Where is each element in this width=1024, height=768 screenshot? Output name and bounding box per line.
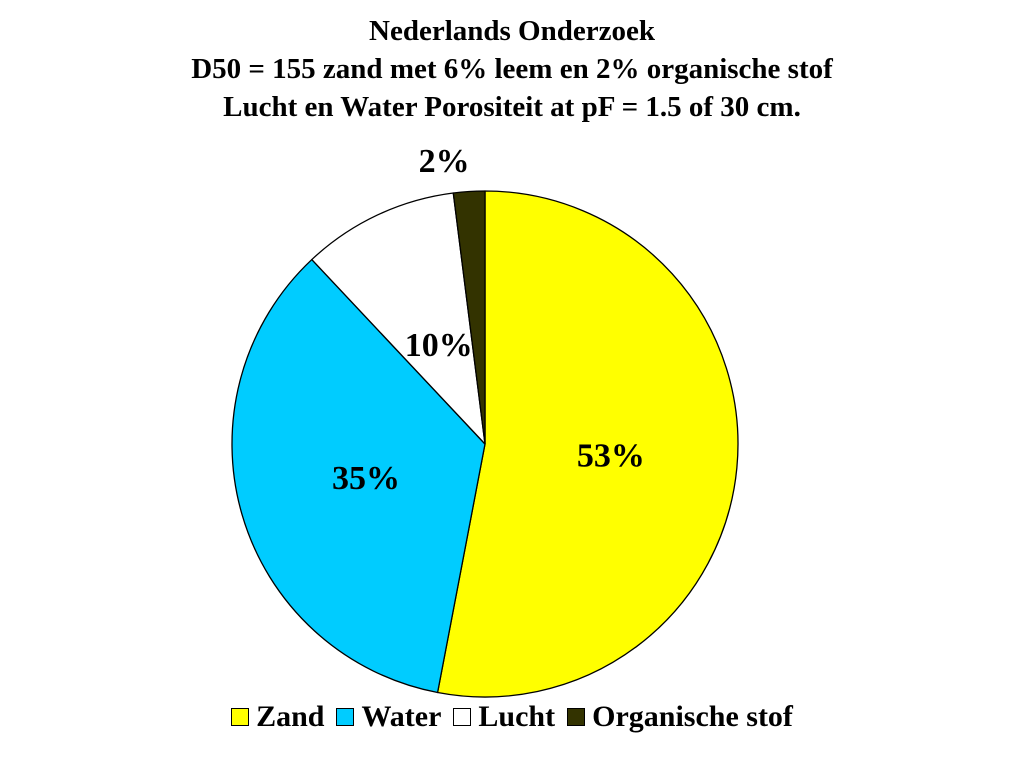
title-line-2: D50 = 155 zand met 6% leem en 2% organis…: [191, 53, 833, 85]
legend-item-organische-stof: Organische stof: [567, 700, 793, 734]
pie-labels: 53% 35% 10% 2%: [332, 143, 645, 497]
pie-slice-water: [231, 258, 486, 694]
slice-label-zand: 53%: [577, 437, 645, 474]
legend-item-water: Water: [336, 700, 441, 734]
slice-label-water: 35%: [332, 460, 400, 497]
title-line-3: Lucht en Water Porositeit at pF = 1.5 of…: [223, 91, 801, 123]
pie-slice-organische-stof: [452, 190, 486, 445]
legend-swatch-lucht: [453, 708, 472, 726]
legend-item-zand: Zand: [231, 700, 324, 734]
legend-label-lucht: Lucht: [478, 700, 556, 733]
legend-swatch-zand: [231, 708, 250, 726]
pie-chart: 53% 35% 10% 2%: [231, 143, 739, 698]
legend-label-organische-stof: Organische stof: [592, 700, 793, 733]
legend-swatch-organische-stof: [567, 708, 586, 726]
legend-label-zand: Zand: [256, 700, 325, 733]
legend-swatch-water: [336, 708, 355, 726]
chart-title: Nederlands Onderzoek D50 = 155 zand met …: [0, 12, 1024, 126]
title-line-1: Nederlands Onderzoek: [369, 15, 655, 47]
legend: Zand Water Lucht Organische stof: [0, 700, 1024, 734]
pie-slice-zand: [436, 190, 739, 698]
legend-item-lucht: Lucht: [453, 700, 555, 734]
pie-slice-lucht: [311, 192, 486, 445]
slice-label-lucht: 10%: [405, 327, 473, 364]
pie-slices: [231, 190, 739, 698]
slice-label-organische-stof: 2%: [419, 143, 470, 180]
legend-label-water: Water: [361, 700, 442, 733]
